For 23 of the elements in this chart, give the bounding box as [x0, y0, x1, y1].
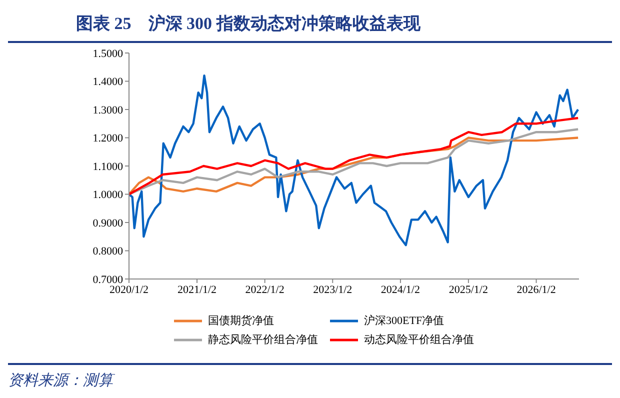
y-tick-label: 0.7000 — [92, 274, 124, 286]
x-tick-label: 2026/1/2 — [516, 284, 556, 296]
legend-label: 静态风险平价组合净值 — [208, 332, 318, 347]
chart-title: 图表 25 沪深 300 指数动态对冲策略收益表现 — [76, 14, 420, 33]
y-tick-label: 1.5000 — [92, 48, 124, 60]
y-tick-label: 1.0000 — [92, 189, 124, 202]
x-tick-label: 2025/1/2 — [448, 284, 488, 296]
legend-label: 动态风险平价组合净值 — [364, 332, 474, 347]
y-tick-label: 1.3000 — [92, 104, 124, 116]
legend-label: 国债期货净值 — [208, 314, 274, 328]
x-tick-label: 2022/1/2 — [245, 284, 284, 296]
x-tick-label: 2021/1/2 — [177, 284, 217, 296]
y-tick-label: 1.4000 — [92, 76, 124, 88]
y-tick-label: 0.9000 — [92, 217, 124, 230]
legend-label: 沪深300ETF净值 — [364, 314, 444, 328]
x-tick-label: 2023/1/2 — [313, 284, 352, 296]
text: 资料来源：测算 — [8, 373, 113, 389]
y-tick-label: 1.1000 — [92, 160, 124, 173]
x-tick-label: 2024/1/2 — [380, 284, 420, 296]
x-tick-label: 2020/1/2 — [109, 284, 149, 296]
y-tick-label: 0.8000 — [92, 246, 124, 258]
y-tick-label: 1.2000 — [92, 132, 124, 145]
line-series — [129, 74, 579, 246]
